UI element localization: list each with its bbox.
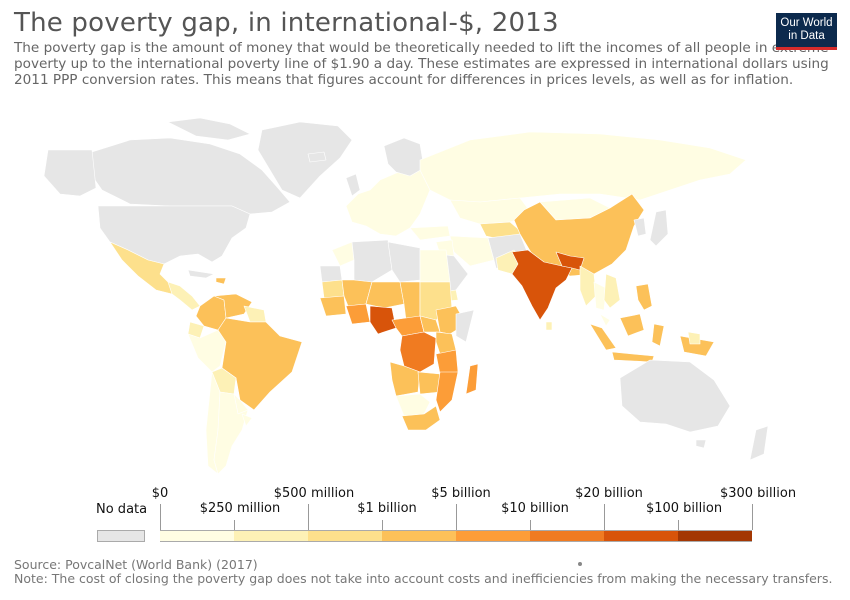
legend-tick — [678, 520, 679, 530]
legend: No data $0 $500 million $5 billion $20 b… — [0, 484, 850, 544]
logo-line-2: in Data — [788, 30, 825, 42]
japan — [649, 209, 669, 247]
egypt — [419, 249, 451, 283]
borneo — [619, 313, 645, 337]
legend-tick — [604, 504, 605, 530]
legend-swatch-6 — [604, 530, 678, 542]
legend-swatch-7 — [678, 530, 752, 542]
madagascar — [465, 363, 479, 395]
chart-subtitle: The poverty gap is the amount of money t… — [14, 40, 829, 88]
iceland — [307, 151, 327, 163]
turkey — [409, 225, 451, 241]
legend-label-250m: $250 million — [199, 501, 281, 516]
canada — [87, 137, 291, 215]
burkina-ghana — [345, 303, 371, 325]
legend-label-0: $0 — [151, 486, 169, 501]
malaysia — [599, 313, 611, 327]
china — [513, 193, 645, 277]
mozambique — [435, 371, 459, 413]
legend-tick — [382, 520, 383, 530]
western-sahara — [319, 265, 343, 283]
legend-label-300b: $300 billion — [719, 486, 797, 501]
java — [611, 351, 655, 363]
legend-tick — [456, 504, 457, 530]
mauritania — [321, 279, 345, 299]
chart-title: The poverty gap, in international-$, 201… — [14, 8, 559, 38]
sumatra — [589, 323, 617, 351]
south-africa — [401, 405, 441, 431]
legend-swatch-1 — [234, 530, 308, 542]
legend-swatch-5 — [530, 530, 604, 542]
libya — [387, 241, 421, 283]
australia — [619, 359, 731, 433]
somalia — [455, 309, 475, 343]
sri-lanka — [545, 321, 553, 331]
greenland — [257, 121, 353, 199]
nigeria — [369, 305, 397, 335]
haiti — [215, 277, 227, 285]
dot-marker — [578, 562, 582, 566]
namibia-botswana — [395, 393, 431, 417]
venezuela — [213, 293, 253, 319]
legend-tick — [530, 520, 531, 530]
legend-no-data-swatch — [97, 530, 145, 542]
korea — [633, 217, 647, 237]
legend-swatch-3 — [382, 530, 456, 542]
niger — [365, 281, 405, 309]
argentina — [213, 391, 249, 475]
alaska — [43, 149, 97, 197]
legend-label-5b: $5 billion — [431, 486, 491, 501]
europe — [345, 167, 431, 237]
arctic-islands — [167, 117, 251, 141]
legend-label-500m: $500 million — [273, 486, 355, 501]
angola — [389, 361, 421, 397]
india — [511, 249, 573, 321]
dr-congo — [399, 331, 437, 373]
central-america — [167, 281, 201, 311]
guianas — [243, 305, 267, 323]
legend-no-data-label: No data — [96, 502, 148, 517]
source-note[interactable]: Source: PovcalNet (World Bank) (2017) — [14, 557, 258, 572]
thailand — [593, 281, 607, 311]
new-zealand — [749, 425, 769, 461]
senegal-guinea — [319, 295, 347, 317]
scandinavia — [383, 137, 425, 177]
legend-label-10b: $10 billion — [501, 501, 569, 516]
world-map — [43, 117, 769, 475]
myanmar — [579, 265, 597, 307]
cuba — [187, 269, 215, 279]
russia — [419, 131, 747, 203]
new-guinea — [679, 335, 715, 357]
uruguay — [241, 413, 253, 427]
morocco — [331, 241, 355, 267]
png — [687, 331, 701, 345]
legend-swatch-0 — [160, 530, 234, 542]
zambia — [417, 371, 441, 395]
tanzania — [435, 349, 459, 375]
owid-logo[interactable]: Our World in Data — [776, 13, 837, 50]
tasmania — [695, 439, 707, 449]
legend-swatch-4 — [456, 530, 530, 542]
footnote: Note: The cost of closing the poverty ga… — [14, 571, 833, 586]
legend-tick — [752, 504, 753, 530]
uk — [345, 173, 361, 197]
peru — [187, 329, 227, 373]
sulawesi — [651, 323, 665, 347]
legend-tick — [160, 504, 161, 530]
legend-tick — [234, 520, 235, 530]
legend-label-100b: $100 billion — [645, 501, 723, 516]
philippines — [635, 283, 653, 311]
legend-label-1b: $1 billion — [357, 501, 417, 516]
legend-tick — [308, 504, 309, 530]
logo-line-1: Our World — [780, 17, 833, 29]
algeria — [351, 239, 393, 283]
legend-label-20b: $20 billion — [575, 486, 643, 501]
laos-vietnam-cambodia — [603, 273, 621, 309]
legend-swatch-2 — [308, 530, 382, 542]
